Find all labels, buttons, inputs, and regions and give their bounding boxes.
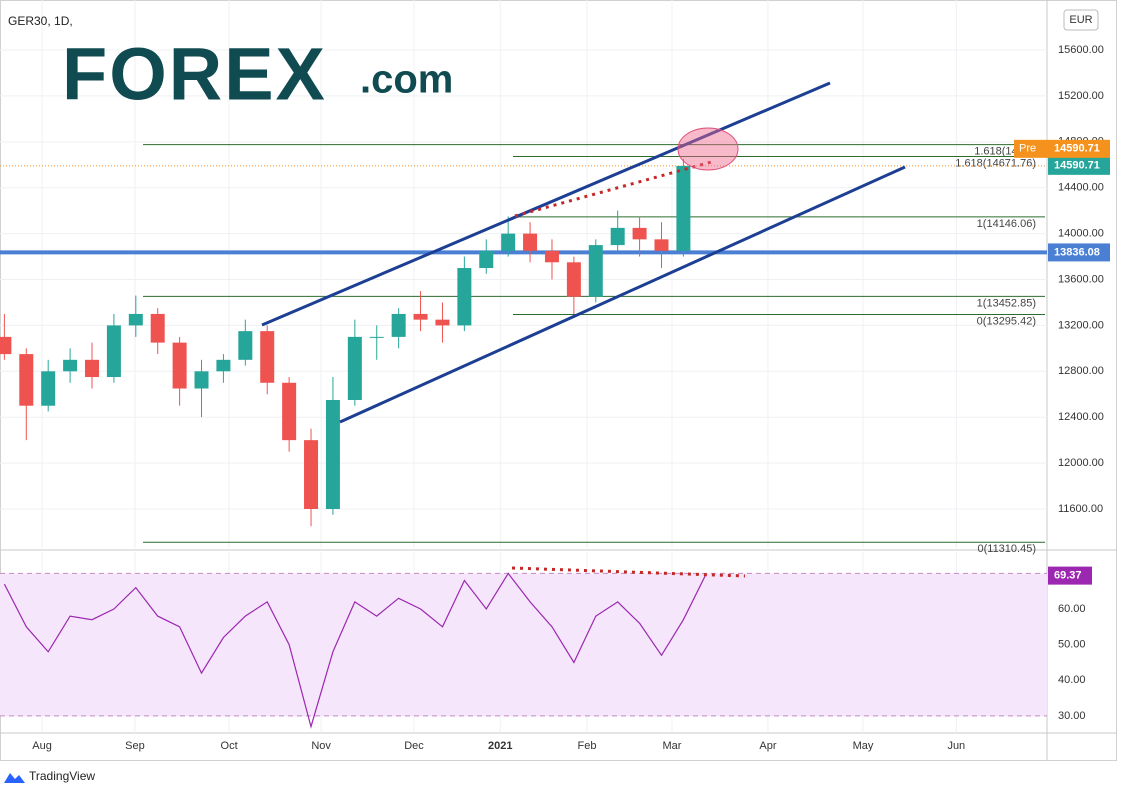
logo-suffix: .com: [360, 58, 453, 102]
y-tick-label: 13200.00: [1058, 319, 1104, 331]
x-tick-label: Oct: [221, 740, 238, 752]
pre-label: 14590.71: [1054, 143, 1100, 155]
tv-icon: [4, 773, 25, 783]
y-tick-label: 60.00: [1058, 603, 1086, 615]
candle-body: [194, 371, 209, 389]
fib-label: 1(13452.85): [977, 297, 1036, 309]
candle-body: [544, 250, 559, 263]
candle-body: [566, 262, 581, 297]
candle-body: [654, 239, 669, 251]
channel-lower: [339, 165, 906, 424]
candle-body: [325, 399, 340, 509]
x-tick-label: Jun: [947, 740, 965, 752]
y-tick-label: 50.00: [1058, 639, 1086, 651]
candle-body: [632, 227, 647, 240]
candle-body: [369, 336, 384, 338]
candle-body: [238, 331, 253, 360]
divergence-price: [514, 159, 716, 218]
overlays: 1.618(147761.618(14671.76)1(14146.06)1(1…: [0, 144, 1047, 717]
rsi-last-label: 69.37: [1054, 570, 1082, 582]
marks: [0, 159, 706, 729]
candle-body: [41, 371, 56, 406]
y-tick-label: 12000.00: [1058, 457, 1104, 469]
fib-label: 1.618(14671.76): [955, 157, 1036, 169]
candle-body: [282, 382, 297, 441]
y-tick-label: 15200.00: [1058, 90, 1104, 102]
symbol-title: GER30, 1D,: [8, 14, 73, 28]
candle-body: [260, 331, 275, 383]
candle-body: [150, 313, 165, 343]
candle-body: [304, 440, 319, 509]
candle-body: [347, 336, 362, 400]
currency: EUR: [1069, 14, 1092, 26]
x-tick-label: Dec: [404, 740, 424, 752]
support-badge: [1048, 243, 1110, 262]
rsi-badge: [1048, 566, 1092, 585]
y-tick-label: 12800.00: [1058, 365, 1104, 377]
candle-body: [479, 250, 494, 269]
candle-body: [0, 336, 12, 355]
x-tick-label: Aug: [32, 740, 52, 752]
candle-body: [413, 313, 428, 320]
logo-brand: FOREX: [62, 33, 327, 116]
channel-upper: [261, 81, 831, 327]
rsi-band: [0, 573, 1047, 716]
y-tick-label: 12400.00: [1058, 411, 1104, 423]
x-tick-label: 2021: [488, 740, 512, 752]
footer: TradingView: [29, 769, 95, 783]
last-badge: [1048, 156, 1110, 175]
fib-label: 0(11310.45): [977, 543, 1036, 555]
candle-body: [84, 359, 99, 378]
divergence-rsi: [511, 566, 746, 578]
x-tick-label: May: [853, 740, 874, 752]
highlight: [677, 127, 739, 171]
y-tick-label: 14000.00: [1058, 228, 1104, 240]
candle-body: [523, 233, 538, 251]
pre-tag: Pre: [1019, 143, 1036, 155]
y-tick-label: 15600.00: [1058, 44, 1104, 56]
candle-body: [457, 268, 472, 326]
support-label: 13836.08: [1054, 246, 1100, 258]
pre-badge: [1014, 139, 1110, 158]
candle-body: [106, 325, 121, 378]
candle-body: [19, 354, 34, 406]
candle-body: [128, 313, 143, 326]
candle-body: [676, 165, 691, 251]
candle-body: [435, 319, 450, 326]
candle-body: [216, 359, 231, 372]
candle-body: [501, 233, 516, 251]
x-tick-label: Sep: [125, 740, 145, 752]
x-tick-label: Mar: [663, 740, 682, 752]
fib-label: 0(13295.42): [977, 315, 1036, 327]
axes: Aug Sep Oct Nov Dec 2021 Feb Mar Apr May Jun 11600.…: [32, 44, 1110, 752]
fib-label: 1(14146.06): [977, 218, 1036, 230]
currency-box: [1063, 9, 1099, 31]
x-tick-label: Nov: [311, 740, 331, 752]
y-tick-label: 30.00: [1058, 710, 1086, 722]
candle-body: [588, 245, 603, 297]
candle-body: [391, 313, 406, 337]
y-tick-label: 11600.00: [1058, 503, 1103, 515]
candle-body: [63, 359, 78, 372]
candle-body: [172, 342, 187, 389]
candle-body: [610, 227, 625, 246]
y-tick-label: 13600.00: [1058, 273, 1104, 285]
x-tick-label: Apr: [759, 740, 776, 752]
last-label: 14590.71: [1054, 160, 1100, 172]
x-tick-label: Feb: [578, 740, 597, 752]
y-tick-label: 14400.00: [1058, 182, 1104, 194]
y-tick-label: 40.00: [1058, 674, 1086, 686]
rsi-line: [3, 572, 706, 729]
